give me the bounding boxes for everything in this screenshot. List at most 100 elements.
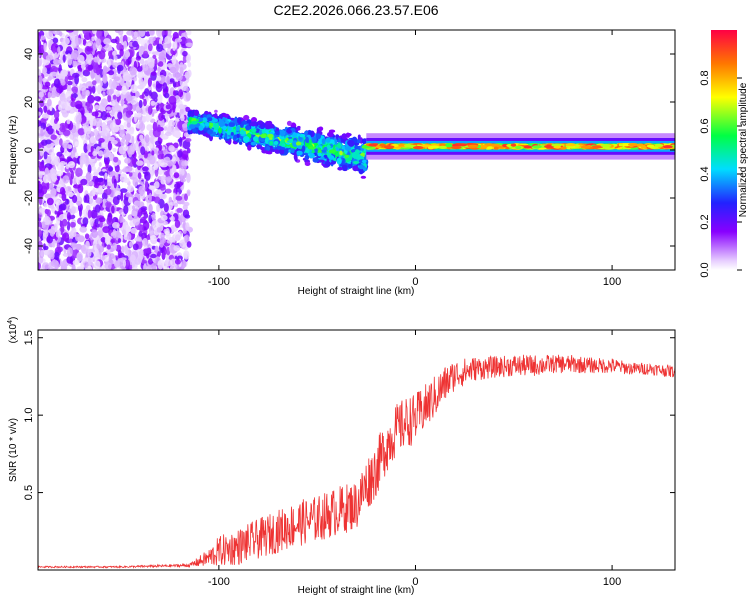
noise-cell <box>72 72 80 78</box>
noise-cell <box>120 191 124 202</box>
tone-cell <box>438 143 447 147</box>
spectrogram-ytick-label: 40 <box>23 48 35 60</box>
signal-cell <box>251 128 257 133</box>
noise-cell <box>169 66 177 74</box>
noise-cell <box>116 42 123 51</box>
noise-cell <box>132 176 139 187</box>
noise-cell <box>59 203 67 211</box>
noise-cell <box>154 189 163 195</box>
noise-cell <box>66 30 74 33</box>
noise-cell <box>91 229 98 239</box>
signal-cell <box>290 147 295 154</box>
signal-cell <box>284 148 289 155</box>
noise-cell <box>54 210 58 215</box>
signal-cell <box>352 165 359 172</box>
noise-cell <box>126 232 132 241</box>
noise-cell <box>127 196 133 204</box>
noise-cell <box>162 82 168 92</box>
noise-cell <box>156 94 163 104</box>
noise-cell <box>178 89 184 98</box>
noise-cell <box>112 147 117 153</box>
noise-cell <box>135 160 144 166</box>
noise-cell <box>96 243 100 250</box>
noise-cell <box>174 130 181 139</box>
noise-cell <box>170 215 175 222</box>
noise-cell <box>85 89 90 97</box>
noise-cell <box>151 262 157 270</box>
noise-cell <box>43 105 48 113</box>
noise-cell <box>138 99 143 109</box>
noise-cell <box>148 185 156 191</box>
noise-cell <box>81 77 88 83</box>
noise-cell <box>50 134 57 140</box>
noise-cell <box>50 168 57 174</box>
noise-cell <box>63 264 68 270</box>
noise-cell <box>179 66 184 75</box>
signal-cell <box>207 117 213 122</box>
noise-cell <box>79 207 82 217</box>
noise-cell <box>93 260 101 269</box>
noise-cell <box>110 38 118 44</box>
noise-cell <box>38 229 43 237</box>
noise-cell <box>48 30 53 38</box>
noise-cell <box>172 104 176 113</box>
noise-cell <box>87 265 91 270</box>
tone-cell <box>429 145 440 149</box>
snr-xtick-label: 100 <box>603 576 621 588</box>
noise-cell <box>43 216 51 226</box>
noise-cell <box>119 78 125 86</box>
signal-cell <box>321 138 326 145</box>
noise-cell <box>151 150 155 156</box>
noise-cell <box>91 85 96 94</box>
noise-cell <box>39 35 46 40</box>
tone-cell <box>662 145 673 149</box>
noise-cell <box>113 156 119 163</box>
noise-cell <box>144 88 150 97</box>
noise-cell <box>167 162 173 167</box>
noise-cell <box>113 178 117 189</box>
noise-cell <box>45 54 54 61</box>
noise-cell <box>158 149 164 156</box>
signal-cell <box>309 146 316 150</box>
noise-cell <box>44 81 51 88</box>
noise-cell <box>80 63 86 70</box>
noise-cell <box>78 235 85 243</box>
signal-cell <box>339 150 343 156</box>
noise-cell <box>105 201 112 208</box>
noise-cell <box>185 138 192 143</box>
noise-cell <box>133 31 138 38</box>
noise-cell <box>112 229 117 239</box>
noise-cell <box>174 183 181 189</box>
noise-cell <box>135 55 141 61</box>
tone-cell <box>618 143 624 147</box>
noise-cell <box>176 207 183 213</box>
noise-cell <box>147 105 153 115</box>
signal-cell <box>360 152 365 157</box>
noise-cell <box>130 227 138 234</box>
noise-cell <box>90 209 98 219</box>
noise-cell <box>41 221 45 227</box>
noise-cell <box>89 118 94 128</box>
spectrogram-xtick-label: -100 <box>208 276 230 288</box>
noise-cell <box>121 245 125 254</box>
noise-cell <box>86 144 90 151</box>
signal-cell <box>285 137 289 141</box>
noise-cell <box>67 53 71 59</box>
noise-cell <box>183 132 190 138</box>
noise-cell <box>104 44 113 52</box>
noise-cell <box>61 193 67 202</box>
noise-cell <box>70 109 74 114</box>
noise-cell <box>66 256 73 264</box>
noise-cell <box>102 226 111 234</box>
noise-cell <box>67 80 73 86</box>
noise-cell <box>42 262 50 270</box>
noise-cell <box>138 185 146 195</box>
noise-cell <box>143 50 149 58</box>
signal-cell <box>293 153 298 161</box>
noise-cell <box>50 151 55 161</box>
signal-cell <box>269 140 274 146</box>
snr-background <box>38 330 675 570</box>
noise-cell <box>110 139 118 145</box>
noise-cell <box>45 139 52 145</box>
